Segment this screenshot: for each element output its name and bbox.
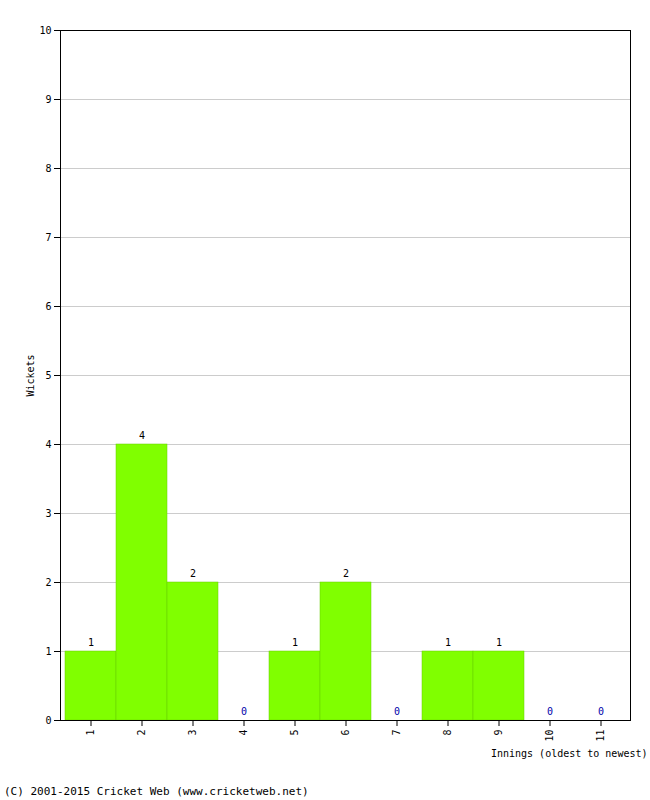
svg-text:4: 4 <box>45 439 51 450</box>
svg-text:0: 0 <box>394 706 400 717</box>
svg-text:6: 6 <box>45 301 51 312</box>
svg-text:4: 4 <box>238 730 249 736</box>
html-text:(C) 2001-2015 Cricket Web (www: (C) 2001-2015 Cricket Web (www.cricketwe… <box>4 785 309 798</box>
svg-text:9: 9 <box>493 730 504 736</box>
svg-text:1: 1 <box>292 637 298 648</box>
svg-text:2: 2 <box>45 577 51 588</box>
svg-text:2: 2 <box>190 568 196 579</box>
svg-text:10: 10 <box>544 730 555 742</box>
svg-text:0: 0 <box>547 706 553 717</box>
svg-text:8: 8 <box>442 730 453 736</box>
svg-text:5: 5 <box>45 370 51 381</box>
svg-text:2: 2 <box>136 730 147 736</box>
svg-text:3: 3 <box>187 730 198 736</box>
svg-text:1: 1 <box>85 730 96 736</box>
svg-text:7: 7 <box>45 232 51 243</box>
svg-text:2: 2 <box>343 568 349 579</box>
svg-text:1: 1 <box>45 646 51 657</box>
svg-text:0: 0 <box>45 715 51 726</box>
svg-text:10: 10 <box>39 25 51 36</box>
svg-text:Wickets: Wickets <box>25 354 36 396</box>
svg-text:4: 4 <box>139 430 145 441</box>
svg-text:1: 1 <box>496 637 502 648</box>
svg-text:6: 6 <box>340 730 351 736</box>
svg-text:1: 1 <box>445 637 451 648</box>
svg-text:1: 1 <box>88 637 94 648</box>
html-text:Khurram Khan - ODI - Bowling -: Khurram Khan - ODI - Bowling - Innings b… <box>133 3 517 18</box>
svg-text:9: 9 <box>45 94 51 105</box>
svg-text:5: 5 <box>289 730 300 736</box>
svg-text:Innings (oldest to newest): Innings (oldest to newest) <box>491 748 648 759</box>
svg-text:7: 7 <box>391 730 402 736</box>
svg-text:0: 0 <box>241 706 247 717</box>
svg-text:11: 11 <box>595 730 606 742</box>
svg-text:8: 8 <box>45 163 51 174</box>
svg-text:0: 0 <box>598 706 604 717</box>
svg-text:3: 3 <box>45 508 51 519</box>
